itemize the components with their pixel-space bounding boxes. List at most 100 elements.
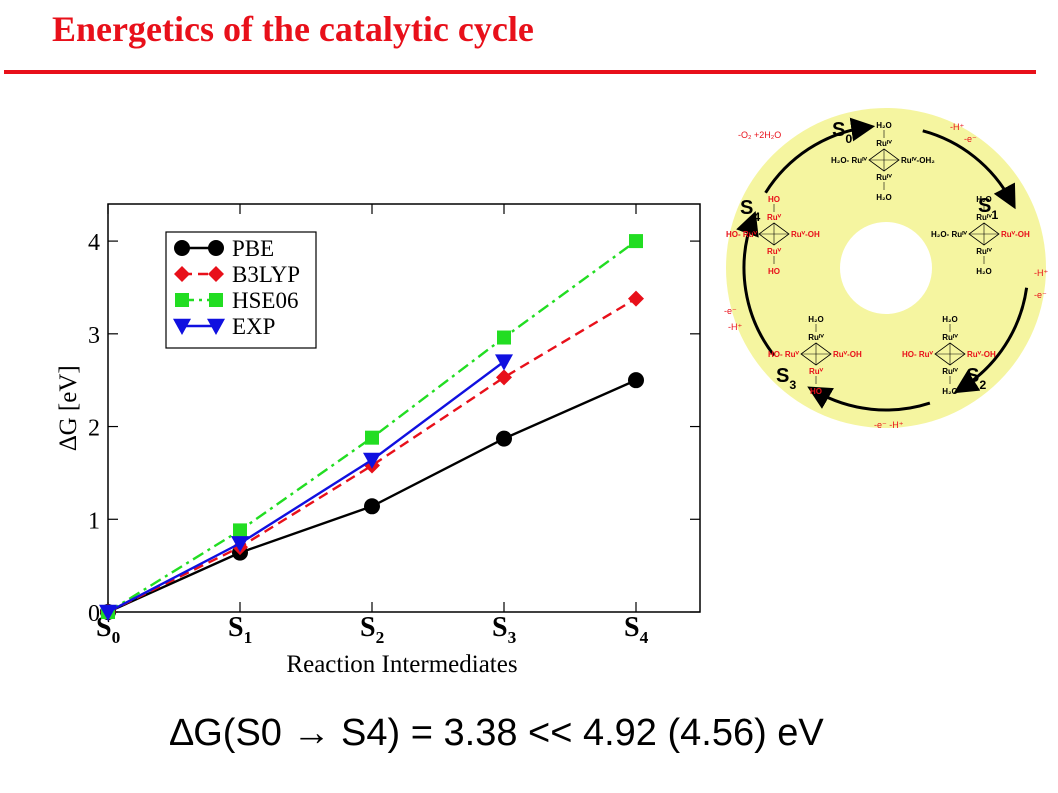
- y-tick-label-1: 1: [88, 508, 100, 534]
- series-line-exp: [107, 360, 505, 614]
- point-hse06-s3: [497, 330, 511, 345]
- complex-top-ru: Ruᴵⱽ: [942, 333, 958, 342]
- legend-label-b3lyp: B3LYP: [232, 262, 300, 287]
- transition-label-3: -e⁻: [1034, 290, 1047, 300]
- cycle-state-s1: S1: [978, 195, 998, 222]
- complex-bottom: H₂O: [876, 193, 892, 202]
- transition-label-6: -H⁺: [728, 322, 742, 332]
- complex-left: HO- Ruⱽ: [768, 350, 800, 359]
- legend-marker-start-pbe: [174, 240, 190, 256]
- complex-bottom: H₂O: [976, 267, 992, 276]
- legend-marker-end-b3lyp: [208, 266, 224, 282]
- cycle-arrow-s4-s0: [764, 117, 876, 194]
- complex-bottom-ru: Ruⱽ: [809, 367, 824, 376]
- complex-top: H₂O: [976, 195, 992, 204]
- complex-bottom-ru: Ruᴵⱽ: [976, 247, 992, 256]
- complex-left: HO- Ruⱽ: [902, 350, 934, 359]
- cycle-state-s3: S3: [776, 365, 796, 392]
- legend-marker-start-exp: [173, 318, 191, 335]
- complex-bottom-ru: Ruⱽ: [767, 247, 782, 256]
- y-tick-label-3: 3: [88, 323, 100, 349]
- complex-bottom-ru: Ruᴵⱽ: [942, 367, 958, 376]
- point-hse06-s1: [233, 523, 247, 538]
- cycle-arrow-s3-s4: [736, 210, 776, 357]
- y-tick-label-0: 0: [88, 601, 100, 627]
- complex-bottom: HO: [810, 387, 822, 396]
- legend-label-exp: EXP: [232, 314, 275, 339]
- complex-bottom-ru: Ruᴵⱽ: [876, 173, 892, 182]
- x-tick-label-s3: S3: [492, 612, 517, 647]
- point-exp-s3: [495, 354, 513, 371]
- series-line-b3lyp: [107, 297, 637, 614]
- transition-label-0: -H⁺: [950, 122, 964, 132]
- complex-right: Ruⱽ-OH: [967, 350, 996, 359]
- point-hse06-s2: [365, 430, 379, 445]
- legend-marker-start-hse06: [175, 293, 189, 307]
- legend-marker-start-b3lyp: [174, 266, 190, 282]
- point-b3lyp-s3: [496, 369, 512, 386]
- cycle-state-s4: S4: [740, 197, 760, 224]
- complex-top: H₂O: [808, 315, 824, 324]
- legend-label-hse06: HSE06: [232, 288, 298, 313]
- complex-left: H₂O- Ruᴵⱽ: [831, 156, 868, 165]
- transition-label-2: -H⁺: [1034, 268, 1048, 278]
- legend-marker-end-exp: [207, 318, 225, 335]
- complex-s0: H₂O Ruᴵⱽ H₂O- Ruᴵⱽ Ruᴵⱽ-OH₂ Ruᴵⱽ H₂O: [831, 121, 935, 202]
- legend-marker-end-pbe: [208, 240, 224, 256]
- complex-top: HO: [768, 195, 780, 204]
- point-pbe-s3: [496, 430, 512, 447]
- y-tick-label-4: 4: [88, 230, 100, 256]
- transition-label-7: -O₂ +2H₂O: [738, 130, 781, 140]
- transition-label-5: -e⁻: [724, 306, 737, 316]
- complex-s3: H₂O Ruᴵⱽ HO- Ruⱽ Ruⱽ-OH Ruⱽ HO: [768, 315, 862, 396]
- legend-frame: [165, 231, 317, 349]
- point-exp-s2: [363, 452, 381, 469]
- x-axis-label: Reaction Intermediates: [286, 651, 517, 678]
- complex-top-ru: Ruᴵⱽ: [876, 139, 892, 148]
- x-tick-label-s4: S4: [624, 612, 649, 647]
- complex-s2: H₂O Ruᴵⱽ HO- Ruⱽ Ruⱽ-OH Ruᴵⱽ H₂O: [902, 315, 996, 396]
- cycle-state-s2: S2: [966, 365, 986, 392]
- transition-label-4: -e⁻ -H⁺: [874, 420, 904, 430]
- complex-top-ru: Ruᴵⱽ: [976, 213, 992, 222]
- complex-top: H₂O: [942, 315, 958, 324]
- legend-label-pbe: PBE: [232, 236, 274, 261]
- complex-bottom: H₂O: [942, 387, 958, 396]
- complex-top-ru: Ruⱽ: [767, 213, 782, 222]
- complex-right: Ruⱽ-OH: [791, 230, 820, 239]
- y-axis-label: ∆G [eV]: [55, 365, 82, 450]
- slide-title: Energetics of the catalytic cycle: [52, 9, 534, 49]
- point-pbe-s4: [628, 372, 644, 389]
- complex-s1: H₂O Ruᴵⱽ H₂O- Ruᴵⱽ Ruⱽ-OH Ruᴵⱽ H₂O: [931, 195, 1030, 276]
- complex-right: Ruⱽ-OH: [833, 350, 862, 359]
- complex-top-ru: Ruᴵⱽ: [808, 333, 824, 342]
- complex-left: HO- Ruⱽ: [726, 230, 758, 239]
- complex-bottom: HO: [768, 267, 780, 276]
- point-pbe-s2: [364, 498, 380, 515]
- title-rule: [4, 70, 1036, 74]
- complex-right: Ruⱽ-OH: [1001, 230, 1030, 239]
- complex-top: H₂O: [876, 121, 892, 130]
- complex-right: Ruᴵⱽ-OH₂: [901, 156, 935, 165]
- x-tick-label-s2: S2: [360, 612, 384, 647]
- complex-s4: HO Ruⱽ HO- Ruⱽ Ruⱽ-OH Ruⱽ HO: [726, 195, 820, 276]
- point-exp-s0: [99, 604, 117, 621]
- cycle-arrow-s0-s1: [922, 129, 1016, 210]
- cycle-hole: [840, 222, 932, 314]
- point-hse06-s4: [629, 234, 643, 249]
- cycle-arrow-s2-s3: [807, 386, 931, 412]
- y-tick-label-2: 2: [88, 416, 100, 442]
- transition-label-1: -e⁻: [964, 134, 977, 144]
- x-tick-label-s1: S1: [228, 612, 252, 647]
- complex-left: H₂O- Ruᴵⱽ: [931, 230, 968, 239]
- delta-g-summary: ∆G(S0 → S4) = 3.38 << 4.92 (4.56) eV: [170, 712, 824, 754]
- cycle-state-s0: S0: [832, 119, 852, 146]
- cycle-arrow-s1-s2: [953, 287, 1029, 394]
- series-line-hse06: [107, 240, 637, 614]
- point-exp-s1: [231, 536, 249, 553]
- point-b3lyp-s4: [628, 290, 644, 307]
- legend-marker-end-hse06: [209, 293, 223, 307]
